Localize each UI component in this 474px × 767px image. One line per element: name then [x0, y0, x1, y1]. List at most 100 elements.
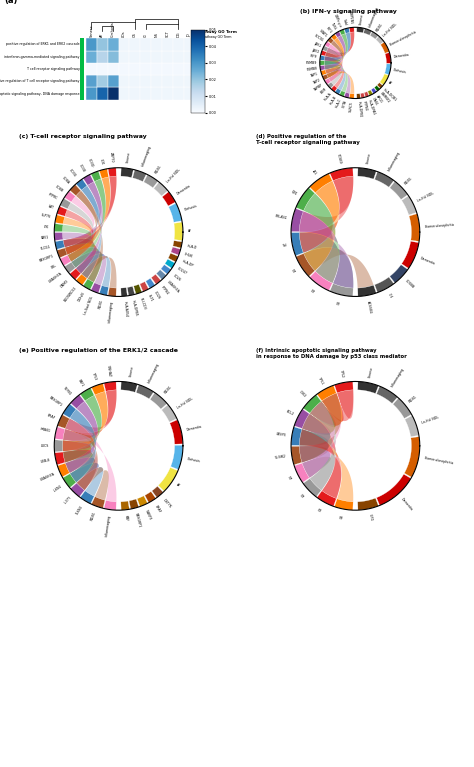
Polygon shape [68, 191, 97, 262]
Text: CD3G: CD3G [69, 169, 77, 179]
Bar [80, 51, 84, 63]
Polygon shape [302, 401, 336, 434]
Polygon shape [57, 463, 70, 477]
Bar [183, 75, 194, 87]
Polygon shape [162, 404, 177, 422]
Polygon shape [390, 265, 408, 283]
Text: HLA-A: HLA-A [323, 91, 332, 101]
Polygon shape [140, 281, 149, 291]
Polygon shape [325, 38, 344, 74]
Text: 1L6N2: 1L6N2 [75, 504, 84, 515]
Polygon shape [68, 179, 106, 262]
Bar [86, 87, 97, 100]
Bar [162, 38, 173, 51]
Polygon shape [76, 274, 87, 285]
Text: STAT1: STAT1 [318, 29, 328, 38]
Text: AF: AF [188, 229, 192, 233]
Text: VAV1: VAV1 [41, 235, 49, 239]
Text: TAP2: TAP2 [312, 77, 321, 84]
Bar [80, 63, 84, 75]
Polygon shape [320, 61, 325, 65]
Polygon shape [360, 93, 365, 98]
Polygon shape [63, 225, 92, 255]
Polygon shape [171, 247, 181, 255]
Polygon shape [65, 419, 117, 502]
Text: Dementia: Dementia [419, 256, 436, 266]
Text: AF: AF [175, 483, 181, 489]
Text: WGS1: WGS1 [90, 511, 97, 522]
Polygon shape [129, 499, 139, 509]
Polygon shape [374, 172, 394, 187]
Polygon shape [349, 94, 354, 98]
Polygon shape [76, 191, 103, 282]
Text: Inflammaging: Inflammaging [140, 145, 152, 167]
Text: Pathway GO Term: Pathway GO Term [198, 30, 237, 35]
Polygon shape [65, 177, 110, 255]
Text: Ln-Hol NDL: Ln-Hol NDL [420, 416, 439, 426]
Text: RASGRP1: RASGRP1 [134, 512, 142, 528]
Polygon shape [63, 239, 96, 274]
Polygon shape [327, 32, 354, 54]
Text: UBB-8: UBB-8 [40, 458, 51, 464]
Polygon shape [325, 48, 341, 58]
Bar [162, 87, 173, 100]
Polygon shape [377, 83, 383, 88]
Polygon shape [324, 34, 348, 65]
Text: Dementia: Dementia [400, 497, 413, 512]
Polygon shape [328, 38, 334, 44]
Text: LUCS: LUCS [41, 444, 49, 448]
Text: CBL: CBL [51, 263, 58, 269]
Polygon shape [152, 486, 163, 498]
Polygon shape [296, 253, 315, 277]
Polygon shape [327, 32, 351, 54]
Polygon shape [325, 44, 342, 70]
Text: Inflammaging: Inflammaging [390, 367, 405, 387]
Text: KAF: KAF [124, 515, 128, 522]
Polygon shape [327, 48, 342, 82]
Polygon shape [161, 265, 171, 275]
Polygon shape [145, 492, 156, 502]
Bar [129, 87, 140, 100]
Polygon shape [70, 185, 81, 196]
Polygon shape [136, 385, 154, 399]
Text: CD3D: CD3D [87, 158, 94, 168]
Text: HLA-DPB5: HLA-DPB5 [131, 300, 138, 317]
Polygon shape [310, 393, 343, 427]
Text: ARG1: ARG1 [375, 94, 383, 104]
Text: CD8A: CD8A [61, 176, 70, 185]
Polygon shape [63, 430, 91, 451]
Text: DNM3: DNM3 [60, 279, 70, 289]
Polygon shape [291, 209, 303, 232]
Text: Dementia: Dementia [186, 425, 202, 433]
Text: positive regulation of ERK1 and ERK2 cascade: positive regulation of ERK1 and ERK2 cas… [6, 42, 80, 47]
Polygon shape [335, 31, 341, 38]
Polygon shape [302, 393, 341, 478]
Polygon shape [404, 436, 420, 477]
Polygon shape [325, 78, 331, 84]
Text: HLA-DPB1: HLA-DPB1 [357, 101, 363, 118]
Polygon shape [401, 242, 419, 268]
Polygon shape [310, 390, 353, 426]
Polygon shape [302, 393, 342, 433]
Polygon shape [71, 483, 84, 497]
Text: Pathway GO Term: Pathway GO Term [203, 35, 232, 39]
Polygon shape [327, 70, 343, 82]
Text: SLP76: SLP76 [40, 213, 51, 219]
Polygon shape [370, 31, 378, 39]
Text: (f) Intrinsic apoptotic signaling pathway
in response to DNA damage by p53 class: (f) Intrinsic apoptotic signaling pathwa… [255, 348, 407, 359]
Polygon shape [339, 29, 345, 35]
Text: CD08B: CD08B [404, 279, 415, 289]
Bar [118, 75, 129, 87]
Text: G4: G4 [340, 514, 345, 519]
Polygon shape [300, 414, 331, 446]
Text: UBASH3A: UBASH3A [166, 280, 181, 294]
Polygon shape [168, 253, 178, 262]
Polygon shape [334, 499, 353, 510]
Polygon shape [169, 203, 182, 222]
Polygon shape [63, 232, 93, 262]
Text: TP52: TP52 [339, 369, 345, 378]
Polygon shape [325, 65, 348, 92]
Text: Ln-Hol NDL: Ln-Hol NDL [417, 192, 435, 203]
Bar [97, 75, 108, 87]
Text: CD3E: CD3E [78, 163, 86, 173]
